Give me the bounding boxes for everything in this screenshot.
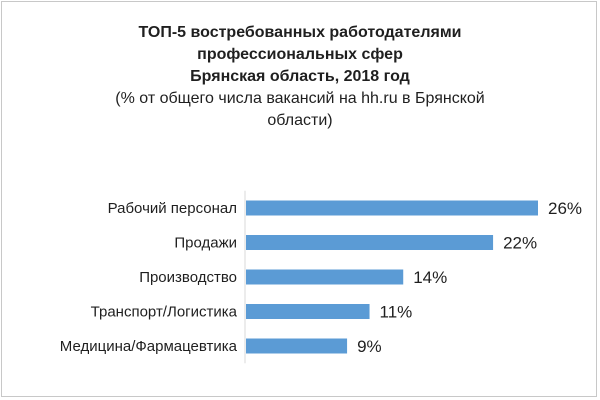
data-label: 14% — [413, 268, 447, 287]
bar — [246, 269, 404, 285]
category-label: Медицина/Фармацевтика — [60, 338, 238, 355]
chart-subtitle-line-2: области) — [267, 112, 333, 129]
data-label: 22% — [503, 234, 537, 253]
bar — [246, 235, 494, 250]
bar — [246, 200, 538, 216]
category-label: Рабочий персонал — [108, 200, 237, 217]
chart-subtitle-line-1: (% от общего числа вакансий на hh.ru в Б… — [115, 90, 485, 107]
data-label: 11% — [380, 303, 413, 322]
chart-title-line-2: профессиональных сфер — [197, 46, 403, 63]
data-label: 26% — [548, 199, 582, 218]
category-label: Производство — [139, 269, 237, 286]
category-label: Продажи — [174, 235, 237, 252]
chart-bars-group: 26% 22% 14%11% 9% — [246, 199, 582, 356]
data-label: 9% — [357, 337, 382, 356]
bar — [246, 338, 348, 354]
bar — [246, 304, 370, 319]
category-label: Транспорт/Логистика — [91, 304, 238, 321]
chart-axis-group: Рабочий персонал Продажи Производство Транс… — [60, 190, 246, 364]
chart-titles: ТОП-5 востребованных работодателями проф… — [0, 22, 600, 132]
chart-title-line-1: ТОП-5 востребованных работодателями — [138, 24, 462, 41]
chart-title-line-3: Брянская область, 2018 год — [190, 68, 410, 85]
